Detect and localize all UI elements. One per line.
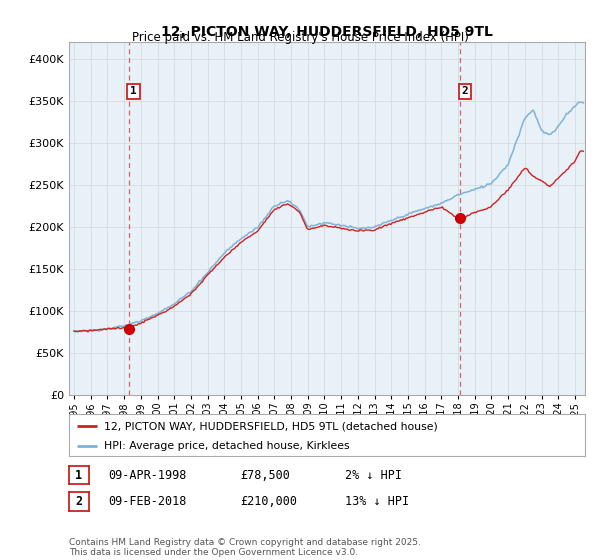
Text: 09-APR-1998: 09-APR-1998 bbox=[108, 469, 187, 482]
Text: 2% ↓ HPI: 2% ↓ HPI bbox=[345, 469, 402, 482]
Text: 2: 2 bbox=[76, 495, 82, 508]
Text: 2: 2 bbox=[461, 86, 468, 96]
Text: £210,000: £210,000 bbox=[240, 495, 297, 508]
Text: Price paid vs. HM Land Registry's House Price Index (HPI): Price paid vs. HM Land Registry's House … bbox=[131, 31, 469, 44]
Text: 12, PICTON WAY, HUDDERSFIELD, HD5 9TL (detached house): 12, PICTON WAY, HUDDERSFIELD, HD5 9TL (d… bbox=[104, 421, 438, 431]
Text: £78,500: £78,500 bbox=[240, 469, 290, 482]
Text: 09-FEB-2018: 09-FEB-2018 bbox=[108, 495, 187, 508]
Title: 12, PICTON WAY, HUDDERSFIELD, HD5 9TL: 12, PICTON WAY, HUDDERSFIELD, HD5 9TL bbox=[161, 25, 493, 39]
Text: 13% ↓ HPI: 13% ↓ HPI bbox=[345, 495, 409, 508]
Text: HPI: Average price, detached house, Kirklees: HPI: Average price, detached house, Kirk… bbox=[104, 441, 350, 451]
Text: 1: 1 bbox=[130, 86, 137, 96]
Text: 1: 1 bbox=[76, 469, 82, 482]
Text: Contains HM Land Registry data © Crown copyright and database right 2025.
This d: Contains HM Land Registry data © Crown c… bbox=[69, 538, 421, 557]
